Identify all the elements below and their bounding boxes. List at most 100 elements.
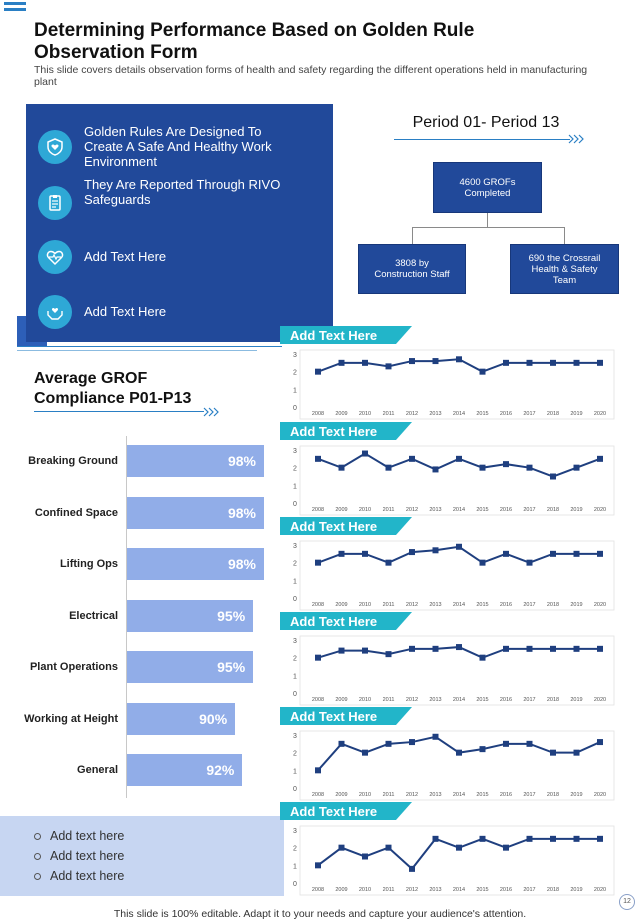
- org-box-right: 690 the Crossrail Health & Safety Team: [510, 244, 619, 294]
- x-tick-label: 2020: [594, 411, 606, 417]
- x-tick-label: 2011: [383, 792, 395, 798]
- data-point: [573, 749, 580, 756]
- data-point: [315, 654, 321, 661]
- list-item-text: Add text here: [50, 829, 125, 843]
- chart-title-tab: [280, 707, 412, 725]
- bullet-icon: [34, 872, 41, 880]
- data-point: [503, 550, 509, 557]
- panel-item-2-text: They Are Reported Through RIVO Safeguard…: [84, 177, 281, 207]
- data-point: [597, 455, 603, 462]
- x-tick-label: 2008: [312, 887, 324, 893]
- period-underline: [394, 139, 570, 140]
- corner-decoration: [4, 2, 26, 14]
- x-tick-label: 2020: [594, 507, 606, 513]
- chart-title-tab: [280, 326, 412, 344]
- x-tick-label: 2016: [500, 507, 512, 513]
- data-point: [432, 358, 439, 365]
- data-point: [479, 559, 486, 566]
- x-tick-label: 2019: [570, 602, 582, 608]
- y-tick-label: 2: [293, 846, 297, 853]
- divider: [17, 346, 282, 347]
- chart-title-tab: [280, 802, 412, 820]
- series-line: [317, 837, 600, 871]
- y-tick-label: 0: [293, 691, 297, 698]
- data-point: [573, 835, 580, 842]
- data-point: [362, 853, 368, 860]
- line-chart-svg: Add Text Here 0 1 2 3 2008 2009 2010 2011 2012 201…: [280, 326, 615, 420]
- data-point: [362, 550, 368, 557]
- y-tick-label: 1: [293, 863, 297, 870]
- data-point: [526, 645, 533, 652]
- line-chart: Add Text Here 0 1 2 3 2008 2009 2010 2011 2012 201…: [280, 326, 616, 422]
- data-point: [550, 550, 556, 557]
- data-point: [526, 835, 533, 842]
- x-tick-label: 2016: [500, 792, 512, 798]
- data-point: [456, 644, 462, 651]
- x-tick-label: 2015: [476, 602, 488, 608]
- y-tick-label: 0: [293, 786, 297, 793]
- panel-item-1-text: Golden Rules Are Designed To Create A Sa…: [84, 124, 272, 169]
- x-tick-label: 2012: [406, 411, 418, 417]
- data-point: [315, 368, 321, 375]
- data-point: [597, 835, 603, 842]
- line-chart-svg: Add Text Here 0 1 2 3 2008 2009 2010 2011 2012 201…: [280, 612, 615, 706]
- line-chart-svg: Add Text Here 0 1 2 3 2008 2009 2010 2011 2012 201…: [280, 517, 615, 611]
- data-point: [315, 455, 321, 462]
- x-tick-label: 2018: [547, 411, 559, 417]
- panel-item-1: Golden Rules Are Designed To Create A Sa…: [38, 124, 272, 169]
- data-point: [338, 647, 345, 654]
- data-point: [456, 356, 462, 363]
- y-tick-label: 3: [293, 543, 297, 550]
- panel-item-2: They Are Reported Through RIVO Safeguard…: [38, 177, 280, 220]
- bar-label: Confined Space: [34, 506, 118, 519]
- data-point: [315, 862, 321, 869]
- data-point: [338, 464, 345, 471]
- data-point: [503, 844, 509, 851]
- line-chart: Add Text Here 0 1 2 3 2008 2009 2010 2011 2012 201…: [280, 707, 616, 803]
- line-chart: Add Text Here 0 1 2 3 2008 2009 2010 2011 2012 201…: [280, 517, 616, 613]
- data-point: [385, 363, 392, 370]
- y-tick-label: 1: [293, 578, 297, 585]
- data-point: [573, 645, 580, 652]
- data-point: [526, 740, 533, 747]
- x-tick-label: 2009: [335, 411, 347, 417]
- x-tick-label: 2008: [312, 792, 324, 798]
- x-tick-label: 2019: [570, 792, 582, 798]
- x-tick-label: 2018: [547, 507, 559, 513]
- x-tick-label: 2011: [383, 507, 395, 513]
- x-tick-label: 2011: [383, 697, 395, 703]
- x-tick-label: 2019: [570, 887, 582, 893]
- data-point: [362, 749, 368, 756]
- plot-frame: [299, 349, 615, 420]
- data-point: [526, 359, 533, 366]
- page-subtitle: This slide covers details observation fo…: [34, 64, 588, 88]
- compliance-bar: 95%: [127, 599, 254, 632]
- data-point: [550, 749, 556, 756]
- data-point: [479, 368, 486, 375]
- plot-frame: [299, 730, 615, 801]
- y-tick-label: 3: [293, 448, 297, 455]
- data-point: [409, 358, 415, 365]
- data-point: [550, 473, 556, 480]
- data-point: [315, 559, 321, 566]
- data-point: [338, 550, 345, 557]
- x-tick-label: 2017: [523, 887, 535, 893]
- data-point: [479, 746, 486, 753]
- org-box-top: 4600 GROFs Completed: [433, 162, 542, 213]
- x-tick-label: 2014: [453, 411, 465, 417]
- chart-title: Add Text Here: [290, 709, 377, 724]
- data-point: [432, 645, 439, 652]
- page-number: 12: [619, 894, 635, 910]
- data-point: [597, 550, 603, 557]
- data-point: [597, 739, 603, 746]
- y-tick-label: 0: [293, 405, 297, 412]
- x-tick-label: 2013: [429, 602, 441, 608]
- data-point: [573, 464, 580, 471]
- list-item: Add text here: [34, 869, 124, 883]
- x-tick-label: 2013: [429, 507, 441, 513]
- x-tick-label: 2015: [476, 792, 488, 798]
- compliance-bar: 98%: [127, 548, 264, 580]
- y-tick-label: 2: [293, 370, 297, 377]
- y-tick-label: 0: [293, 596, 297, 603]
- x-tick-label: 2016: [500, 887, 512, 893]
